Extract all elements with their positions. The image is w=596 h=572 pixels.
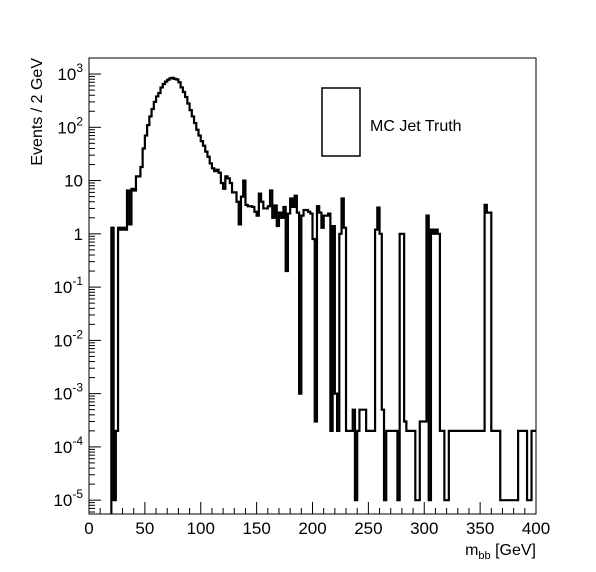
y-tick-label: 10-5 (53, 487, 83, 510)
x-tick-label: 350 (466, 519, 494, 538)
y-tick-label: 10-3 (53, 381, 83, 404)
series-line-mc-jet-truth (110, 76, 536, 514)
y-tick-label: 10 (64, 172, 83, 191)
x-tick-label: 400 (522, 519, 550, 538)
x-tick-label: 300 (410, 519, 438, 538)
y-tick-label: 10-4 (53, 434, 83, 457)
x-tick-label: 0 (84, 519, 93, 538)
x-tick-label: 100 (187, 519, 215, 538)
legend: MC Jet Truth (321, 87, 462, 157)
y-axis-title: Events / 2 GeV (29, 58, 46, 166)
x-tick-label: 200 (298, 519, 326, 538)
x-axis-title-text: mbb [GeV] (465, 542, 536, 562)
x-tick-label: 250 (354, 519, 382, 538)
y-tick-label: 103 (57, 61, 83, 84)
x-axis-title: mbb [GeV] (465, 542, 536, 562)
legend-label-mc-jet-truth: MC Jet Truth (370, 118, 462, 135)
legend-swatch (321, 87, 361, 157)
y-tick-label: 10-2 (53, 327, 83, 350)
y-axis-ticks: 10-5 10-4 10-3 10-2 10-1 1 10 102 103 (53, 57, 101, 513)
y-tick-label: 1 (74, 225, 83, 244)
y-tick-label: 102 (57, 114, 83, 137)
y-tick-label: 10-1 (53, 274, 83, 297)
x-tick-label: 50 (135, 519, 154, 538)
plot-frame (88, 57, 537, 515)
x-tick-label: 150 (242, 519, 270, 538)
x-axis-ticks: 0 50 100 150 200 250 300 350 400 (84, 502, 550, 538)
